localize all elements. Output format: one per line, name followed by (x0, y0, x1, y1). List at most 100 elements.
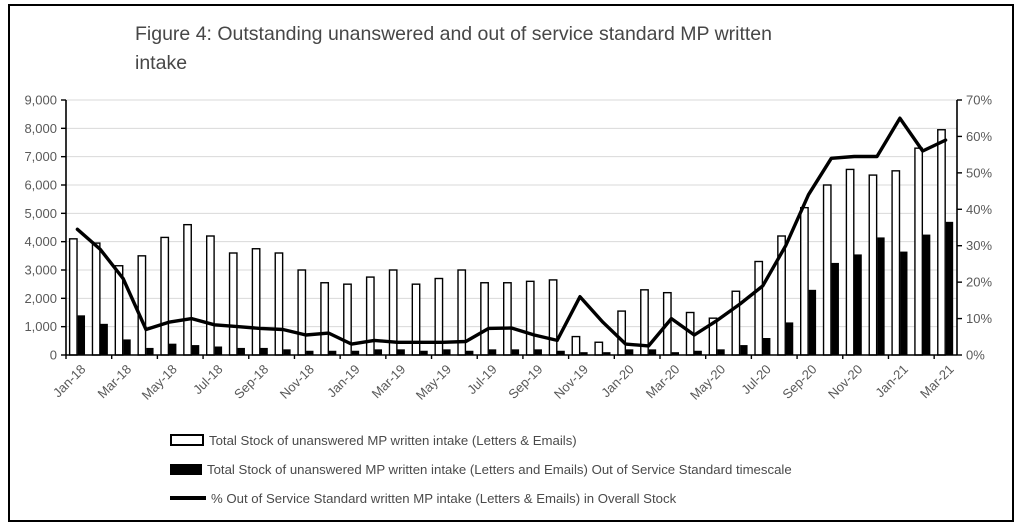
x-axis-label: Mar-19 (369, 362, 409, 402)
bar-out-of-service (557, 350, 565, 355)
bar-out-of-service (511, 349, 520, 355)
chart-title-line2: intake (135, 52, 188, 74)
bar-total-stock (800, 206, 809, 356)
x-axis-label: Jul-20 (738, 362, 774, 398)
bar-out-of-service (169, 343, 177, 355)
bar-total-stock (571, 335, 581, 356)
y-axis-label: 5,000 (24, 206, 57, 221)
bar-out-of-service (420, 350, 428, 355)
right-axis-label: 30% (966, 238, 992, 253)
bar-out-of-service (831, 262, 839, 355)
y-axis-label: 7,000 (24, 149, 57, 164)
bar-total-stock (91, 242, 101, 356)
x-axis-label: Mar-18 (95, 362, 135, 402)
bar-total-stock (594, 341, 604, 356)
bar-out-of-service (237, 347, 245, 355)
x-axis-label: Sep-18 (231, 362, 271, 402)
right-axis-label: 70% (966, 93, 992, 108)
legend-item-out-of-service: Total Stock of unanswered MP written int… (170, 459, 792, 479)
chart-title-line1: Figure 4: Outstanding unanswered and out… (135, 23, 772, 45)
bar-out-of-service (306, 350, 314, 355)
right-axis-label: 10% (966, 311, 992, 326)
bar-out-of-service (785, 322, 794, 355)
bar-total-stock (274, 252, 284, 356)
bar-total-stock (937, 129, 946, 356)
x-axis-label: Nov-19 (551, 362, 591, 402)
bar-total-stock (822, 184, 832, 356)
bar-out-of-service (328, 350, 337, 355)
x-axis-label: Sep-20 (779, 362, 819, 402)
y-axis-label: 4,000 (24, 234, 57, 249)
bar-total-stock (868, 174, 878, 356)
bar-total-stock (617, 310, 627, 356)
x-axis-label: Nov-20 (825, 362, 865, 402)
bar-total-stock (548, 279, 558, 356)
bar-out-of-service (214, 346, 223, 355)
x-axis-label: Jan-19 (324, 362, 363, 401)
bar-out-of-service (671, 352, 680, 355)
x-axis-label: Jan-21 (872, 362, 911, 401)
bar-out-of-service (123, 339, 131, 355)
bar-total-stock (320, 282, 330, 356)
legend-item-pct-line: % Out of Service Standard written MP int… (170, 488, 792, 508)
bar-total-stock (228, 252, 238, 356)
bar-total-stock (68, 238, 78, 356)
chart-legend: Total Stock of unanswered MP written int… (170, 430, 792, 508)
y-axis-label: 1,000 (24, 319, 57, 334)
bar-out-of-service (260, 347, 268, 355)
bar-total-stock (731, 290, 741, 356)
bar-out-of-service (717, 349, 725, 355)
y-axis-label: 9,000 (24, 93, 57, 108)
bar-out-of-service (877, 237, 885, 355)
y-axis-label: 3,000 (24, 263, 57, 278)
bar-out-of-service (146, 347, 154, 355)
bar-out-of-service (488, 349, 497, 355)
legend-item-total-stock: Total Stock of unanswered MP written int… (170, 430, 792, 450)
y-axis-label: 6,000 (24, 178, 57, 193)
bar-total-stock (137, 255, 147, 356)
bar-out-of-service (763, 338, 771, 355)
bar-total-stock (160, 236, 170, 356)
bar-total-stock (297, 269, 307, 356)
bar-out-of-service (100, 323, 108, 355)
x-axis-label: Jul-19 (464, 362, 500, 398)
bar-out-of-service (740, 345, 748, 355)
legend-swatch-line (170, 496, 206, 500)
x-axis-label: Mar-21 (917, 362, 957, 402)
x-axis-label: May-20 (687, 362, 728, 403)
bar-out-of-service (603, 352, 611, 355)
bar-out-of-service (351, 350, 360, 355)
figure-border (8, 4, 1014, 522)
y-axis-label: 2,000 (24, 291, 57, 306)
x-axis-label: Sep-19 (505, 362, 545, 402)
bar-out-of-service (191, 345, 200, 355)
x-axis-label: Jan-20 (598, 362, 637, 401)
bar-out-of-service (694, 350, 702, 355)
right-axis-label: 0% (966, 348, 985, 363)
right-axis-label: 60% (966, 129, 992, 144)
bar-out-of-service (77, 315, 86, 355)
x-axis-label: May-18 (139, 362, 180, 403)
y-axis-label: 0 (50, 348, 57, 363)
legend-label-out-of-service: Total Stock of unanswered MP written int… (207, 461, 792, 477)
bar-total-stock (205, 235, 215, 356)
bar-out-of-service (808, 289, 817, 355)
bar-out-of-service (534, 349, 542, 355)
legend-label-pct-line: % Out of Service Standard written MP int… (211, 490, 677, 506)
bar-out-of-service (945, 221, 954, 355)
legend-label-total-stock: Total Stock of unanswered MP written int… (209, 432, 577, 448)
legend-swatch-black-bar (170, 463, 202, 475)
bar-total-stock (891, 170, 901, 356)
bar-out-of-service (283, 349, 291, 355)
right-axis-label: 40% (966, 202, 992, 217)
x-axis-label: May-19 (413, 362, 454, 403)
bar-total-stock (183, 223, 192, 356)
x-axis-label: Jan-18 (50, 362, 89, 401)
x-axis-label: Nov-18 (277, 362, 317, 402)
bar-total-stock (480, 282, 489, 356)
chart-title: Figure 4: Outstanding unanswered and out… (135, 20, 915, 78)
x-axis-label: Jul-18 (190, 362, 226, 398)
bar-out-of-service (900, 251, 908, 355)
